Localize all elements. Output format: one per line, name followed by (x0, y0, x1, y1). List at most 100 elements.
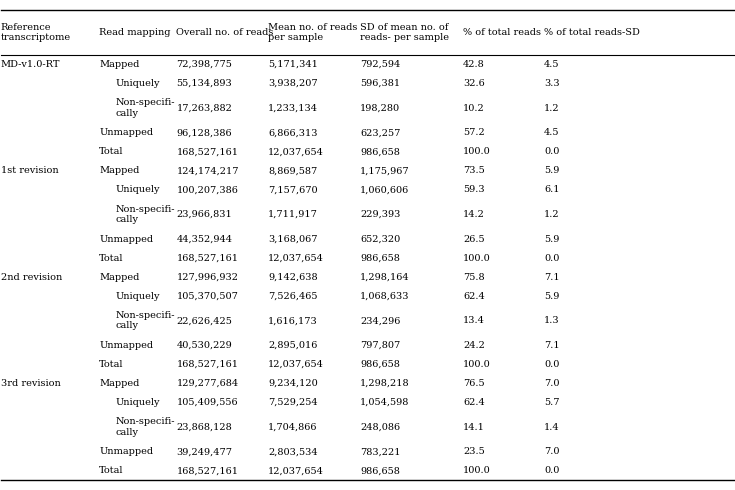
Text: 8,869,587: 8,869,587 (268, 166, 318, 175)
Text: 7,526,465: 7,526,465 (268, 292, 318, 300)
Text: Mapped: Mapped (99, 272, 140, 282)
Text: 1,298,164: 1,298,164 (360, 272, 410, 282)
Text: 1,298,218: 1,298,218 (360, 379, 410, 388)
Text: 5,171,341: 5,171,341 (268, 60, 318, 69)
Text: 10.2: 10.2 (463, 103, 485, 113)
Text: 5.7: 5.7 (544, 398, 559, 407)
Text: 3rd revision: 3rd revision (1, 379, 60, 388)
Text: 168,527,161: 168,527,161 (176, 253, 238, 263)
Text: 6,866,313: 6,866,313 (268, 128, 318, 137)
Text: Uniquely: Uniquely (115, 398, 160, 407)
Text: 7.1: 7.1 (544, 341, 559, 350)
Text: 0.0: 0.0 (544, 360, 559, 369)
Text: Mapped: Mapped (99, 60, 140, 69)
Text: 44,352,944: 44,352,944 (176, 235, 232, 244)
Text: 1.3: 1.3 (544, 316, 559, 325)
Text: 986,658: 986,658 (360, 360, 400, 369)
Text: SD of mean no. of
reads- per sample: SD of mean no. of reads- per sample (360, 23, 449, 42)
Text: 59.3: 59.3 (463, 185, 484, 194)
Text: 22,626,425: 22,626,425 (176, 316, 232, 325)
Text: 7.0: 7.0 (544, 379, 559, 388)
Text: 12,037,654: 12,037,654 (268, 253, 324, 263)
Text: 72,398,775: 72,398,775 (176, 60, 232, 69)
Text: 1,616,173: 1,616,173 (268, 316, 318, 325)
Text: Non-specifi-
cally: Non-specifi- cally (115, 311, 175, 330)
Text: 73.5: 73.5 (463, 166, 485, 175)
Text: 12,037,654: 12,037,654 (268, 466, 324, 475)
Text: 14.2: 14.2 (463, 210, 485, 219)
Text: Mapped: Mapped (99, 166, 140, 175)
Text: 7,529,254: 7,529,254 (268, 398, 318, 407)
Text: 0.0: 0.0 (544, 253, 559, 263)
Text: 168,527,161: 168,527,161 (176, 360, 238, 369)
Text: 100.0: 100.0 (463, 466, 491, 475)
Text: Total: Total (99, 360, 123, 369)
Text: 14.1: 14.1 (463, 422, 485, 432)
Text: Read mapping: Read mapping (99, 28, 171, 37)
Text: 2,803,534: 2,803,534 (268, 447, 318, 456)
Text: 1,068,633: 1,068,633 (360, 292, 409, 300)
Text: 986,658: 986,658 (360, 466, 400, 475)
Text: 55,134,893: 55,134,893 (176, 79, 232, 88)
Text: 1,711,917: 1,711,917 (268, 210, 318, 219)
Text: 6.1: 6.1 (544, 185, 559, 194)
Text: 5.9: 5.9 (544, 292, 559, 300)
Text: Uniquely: Uniquely (115, 79, 160, 88)
Text: 42.8: 42.8 (463, 60, 485, 69)
Text: Total: Total (99, 466, 123, 475)
Text: 23,966,831: 23,966,831 (176, 210, 232, 219)
Text: 1,060,606: 1,060,606 (360, 185, 409, 194)
Text: 1,704,866: 1,704,866 (268, 422, 318, 432)
Text: Total: Total (99, 147, 123, 156)
Text: 13.4: 13.4 (463, 316, 485, 325)
Text: 9,142,638: 9,142,638 (268, 272, 318, 282)
Text: 39,249,477: 39,249,477 (176, 447, 232, 456)
Text: 4.5: 4.5 (544, 128, 559, 137)
Text: Uniquely: Uniquely (115, 185, 160, 194)
Text: Unmapped: Unmapped (99, 341, 154, 350)
Text: Non-specifi-
cally: Non-specifi- cally (115, 417, 175, 437)
Text: % of total reads: % of total reads (463, 28, 541, 37)
Text: 100.0: 100.0 (463, 253, 491, 263)
Text: 96,128,386: 96,128,386 (176, 128, 232, 137)
Text: 12,037,654: 12,037,654 (268, 147, 324, 156)
Text: 596,381: 596,381 (360, 79, 401, 88)
Text: 100,207,386: 100,207,386 (176, 185, 238, 194)
Text: 24.2: 24.2 (463, 341, 485, 350)
Text: 100.0: 100.0 (463, 360, 491, 369)
Text: 17,263,882: 17,263,882 (176, 103, 232, 113)
Text: 62.4: 62.4 (463, 292, 485, 300)
Text: 623,257: 623,257 (360, 128, 401, 137)
Text: 2nd revision: 2nd revision (1, 272, 62, 282)
Text: 23.5: 23.5 (463, 447, 485, 456)
Text: Overall no. of reads: Overall no. of reads (176, 28, 273, 37)
Text: % of total reads-SD: % of total reads-SD (544, 28, 639, 37)
Text: 792,594: 792,594 (360, 60, 401, 69)
Text: 986,658: 986,658 (360, 253, 400, 263)
Text: 1st revision: 1st revision (1, 166, 58, 175)
Text: 5.9: 5.9 (544, 235, 559, 244)
Text: 7.0: 7.0 (544, 447, 559, 456)
Text: 168,527,161: 168,527,161 (176, 466, 238, 475)
Text: 1,233,134: 1,233,134 (268, 103, 318, 113)
Text: Unmapped: Unmapped (99, 128, 154, 137)
Text: Uniquely: Uniquely (115, 292, 160, 300)
Text: MD-v1.0-RT: MD-v1.0-RT (1, 60, 60, 69)
Text: 1,175,967: 1,175,967 (360, 166, 410, 175)
Text: 26.5: 26.5 (463, 235, 484, 244)
Text: 40,530,229: 40,530,229 (176, 341, 232, 350)
Text: 9,234,120: 9,234,120 (268, 379, 318, 388)
Text: 652,320: 652,320 (360, 235, 401, 244)
Text: 76.5: 76.5 (463, 379, 484, 388)
Text: 797,807: 797,807 (360, 341, 401, 350)
Text: 1.2: 1.2 (544, 103, 559, 113)
Text: 168,527,161: 168,527,161 (176, 147, 238, 156)
Text: 5.9: 5.9 (544, 166, 559, 175)
Text: Mean no. of reads
per sample: Mean no. of reads per sample (268, 23, 358, 42)
Text: 7.1: 7.1 (544, 272, 559, 282)
Text: Unmapped: Unmapped (99, 447, 154, 456)
Text: 12,037,654: 12,037,654 (268, 360, 324, 369)
Text: 129,277,684: 129,277,684 (176, 379, 239, 388)
Text: Non-specifi-
cally: Non-specifi- cally (115, 205, 175, 224)
Text: Reference
transcriptome: Reference transcriptome (1, 23, 71, 42)
